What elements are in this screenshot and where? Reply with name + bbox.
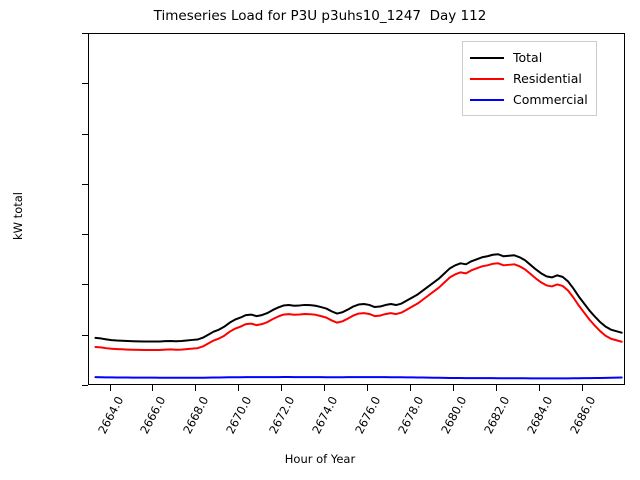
x-tick-label: 2672.0 (266, 394, 298, 437)
x-tick-label: 2682.0 (481, 394, 513, 437)
legend-swatch-residential (470, 77, 504, 80)
legend-swatch-commercial (470, 98, 504, 101)
x-tick-label: 2668.0 (180, 394, 212, 437)
series-group (94, 253, 623, 380)
y-axis-title: kW total (11, 192, 25, 240)
series-line-commercial (94, 376, 623, 380)
legend-item-commercial[interactable]: Commercial (470, 89, 588, 110)
series-line-residential (94, 262, 623, 351)
x-tick-label: 2680.0 (438, 394, 470, 437)
legend-label-residential: Residential (513, 71, 582, 86)
series-line-total (94, 253, 623, 343)
x-tick-label: 2684.0 (524, 394, 556, 437)
y-tick-mark (82, 385, 88, 386)
chart-legend: Total Residential Commercial (462, 41, 597, 116)
x-tick-label: 2666.0 (137, 394, 169, 437)
legend-item-total[interactable]: Total (470, 47, 588, 68)
x-tick-label: 2670.0 (223, 394, 255, 437)
plot-svg (94, 253, 623, 380)
x-tick-label: 2664.0 (94, 394, 126, 437)
legend-label-total: Total (513, 50, 543, 65)
x-tick-label: 2686.0 (567, 394, 599, 437)
legend-swatch-total (470, 56, 504, 59)
legend-item-residential[interactable]: Residential (470, 68, 588, 89)
x-tick-label: 2678.0 (395, 394, 427, 437)
x-tick-label: 2674.0 (309, 394, 341, 437)
plot-area (88, 33, 625, 385)
chart-title: Timeseries Load for P3U p3uhs10_1247 Day… (153, 8, 487, 24)
legend-label-commercial: Commercial (513, 92, 588, 107)
x-tick-label: 2676.0 (352, 394, 384, 437)
x-axis-title: Hour of Year (284, 452, 356, 466)
